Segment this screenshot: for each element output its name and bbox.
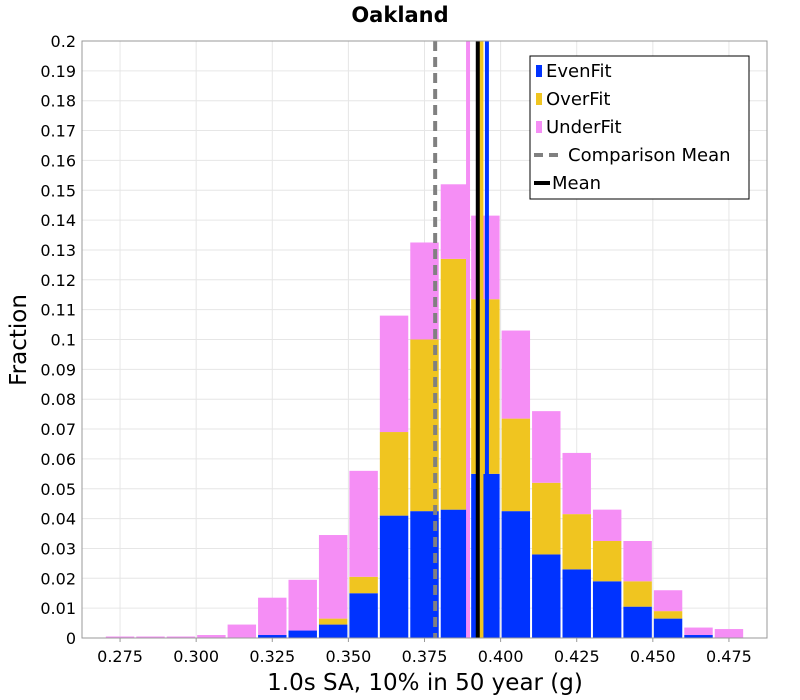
bar-underfit — [440, 184, 470, 259]
bar-evenfit — [349, 593, 378, 638]
legend-label-underfit: UnderFit — [546, 117, 622, 138]
bar-underfit — [501, 330, 531, 419]
x-tick-label: 0.450 — [630, 647, 676, 666]
bar-overfit — [349, 576, 378, 594]
y-tick-label: 0 — [66, 629, 76, 648]
x-axis-label: 1.0s SA, 10% in 50 year (g) — [267, 670, 583, 696]
bar-overfit — [501, 418, 531, 512]
bar-overfit — [532, 482, 561, 555]
bar-evenfit — [592, 581, 622, 638]
bar-overfit — [653, 611, 683, 619]
bar-underfit — [562, 452, 591, 515]
y-tick-label: 0.12 — [40, 271, 76, 290]
bar-underfit — [288, 579, 317, 631]
bar-evenfit — [562, 569, 591, 638]
chart-title: Oakland — [351, 3, 448, 27]
y-tick-label: 0.14 — [40, 211, 76, 230]
y-tick-label: 0.03 — [40, 539, 76, 558]
y-tick-label: 0.09 — [40, 360, 76, 379]
legend-label-overfit: OverFit — [546, 89, 610, 110]
legend-swatch-underfit — [536, 121, 542, 133]
y-tick-label: 0.16 — [40, 151, 76, 170]
legend: EvenFit OverFit UnderFit Comparison Mean Mea… — [529, 55, 750, 200]
legend-label-evenfit: EvenFit — [546, 61, 612, 82]
y-tick-label: 0.05 — [40, 480, 76, 499]
y-tick-label: 0.19 — [40, 62, 76, 81]
y-tick-label: 0.08 — [40, 390, 76, 409]
bar-overfit — [623, 581, 652, 607]
y-tick-label: 0.04 — [40, 510, 76, 529]
x-tick-label: 0.350 — [325, 647, 371, 666]
bar-underfit — [379, 315, 409, 433]
y-tick-label: 0.18 — [40, 92, 76, 111]
bar-underfit — [653, 590, 683, 612]
bar-evenfit — [532, 554, 561, 638]
y-axis-ticks: 0 0.01 0.02 0.03 0.04 0.05 0.06 0.07 0.08 0.09 0.1… — [40, 32, 76, 648]
bar-evenfit — [318, 624, 348, 638]
bar-evenfit — [684, 635, 713, 638]
bar-overfit — [440, 258, 470, 510]
y-axis-label: Fraction — [6, 294, 32, 386]
bar-underfit — [714, 629, 744, 638]
y-tick-label: 0.17 — [40, 122, 76, 141]
x-tick-label: 0.400 — [478, 647, 524, 666]
x-tick-label: 0.325 — [249, 647, 295, 666]
bar-evenfit — [501, 511, 531, 638]
x-axis-ticks: 0.275 0.300 0.325 0.350 0.375 0.400 0.425 0.450… — [97, 638, 752, 666]
bar-underfit — [136, 636, 165, 638]
legend-swatch-evenfit — [536, 65, 542, 77]
bar-underfit — [258, 597, 287, 636]
bar-overfit — [318, 618, 348, 625]
x-tick-label: 0.475 — [706, 647, 752, 666]
legend-box — [529, 55, 750, 200]
bar-underfit — [532, 411, 561, 483]
bar-underfit — [166, 636, 196, 638]
y-tick-label: 0.1 — [51, 331, 76, 350]
bar-underfit — [105, 636, 135, 638]
bar-evenfit — [288, 630, 317, 638]
bar-underfit — [684, 627, 713, 636]
y-tick-label: 0.13 — [40, 241, 76, 260]
bar-underfit — [227, 624, 257, 638]
legend-label-comparison-mean: Comparison Mean — [568, 145, 731, 166]
x-tick-label: 0.425 — [554, 647, 600, 666]
y-tick-label: 0.01 — [40, 599, 76, 618]
y-tick-label: 0.11 — [40, 301, 76, 320]
x-tick-label: 0.300 — [173, 647, 219, 666]
y-tick-label: 0.06 — [40, 450, 76, 469]
bar-underfit — [197, 635, 226, 638]
y-tick-label: 0.02 — [40, 569, 76, 588]
x-tick-label: 0.275 — [97, 647, 143, 666]
legend-label-mean: Mean — [552, 173, 601, 194]
bar-evenfit — [258, 635, 287, 638]
bar-evenfit — [623, 606, 652, 638]
bar-evenfit — [440, 509, 470, 638]
bar-underfit — [349, 470, 378, 577]
mean-lines-layer — [433, 41, 489, 638]
y-tick-label: 0.15 — [40, 181, 76, 200]
bar-underfit — [592, 509, 622, 541]
x-tick-label: 0.375 — [402, 647, 448, 666]
bar-overfit — [592, 540, 622, 582]
y-tick-label: 0.2 — [51, 32, 76, 51]
legend-swatch-overfit — [536, 93, 542, 105]
y-tick-label: 0.07 — [40, 420, 76, 439]
bar-evenfit — [653, 618, 683, 638]
bar-underfit — [623, 540, 652, 582]
bar-overfit — [562, 514, 591, 570]
bar-evenfit — [379, 515, 409, 638]
bar-underfit — [318, 535, 348, 619]
bar-overfit — [379, 432, 409, 516]
